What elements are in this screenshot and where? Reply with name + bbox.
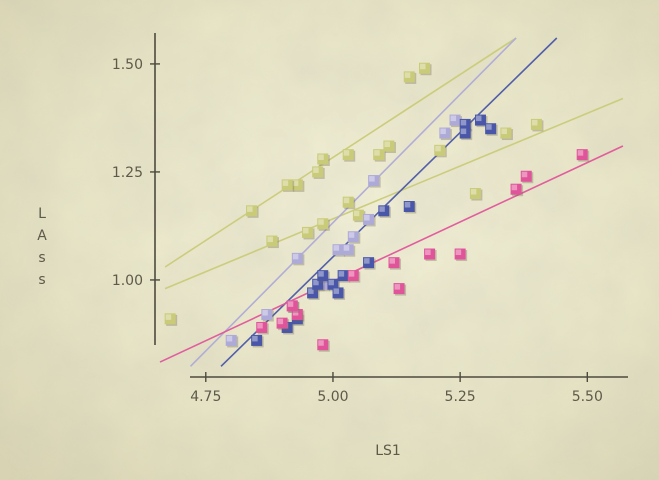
y-tick-label: 1.00 [112, 273, 143, 289]
fit-line [220, 37, 558, 367]
data-point [281, 179, 295, 192]
data-point [332, 287, 346, 300]
data-point [342, 149, 356, 162]
data-point [485, 123, 498, 136]
data-point [352, 209, 366, 223]
data-point [373, 149, 386, 162]
data-point [403, 201, 417, 214]
data-point [459, 127, 473, 141]
y-tick-label: 1.50 [112, 57, 143, 73]
data-point [530, 118, 544, 132]
data-point [276, 317, 290, 331]
data-point [347, 270, 361, 283]
data-point [251, 334, 264, 348]
axes [150, 33, 628, 382]
data-point [342, 196, 356, 210]
data-point [393, 283, 407, 296]
data-point [312, 278, 325, 292]
data-point [337, 270, 351, 283]
data-point [317, 218, 330, 231]
data-point [454, 248, 468, 262]
data-point [500, 127, 513, 141]
data-points [164, 62, 590, 352]
data-point [368, 175, 381, 188]
data-point [383, 140, 396, 154]
data-point [302, 226, 315, 240]
data-point [439, 127, 452, 141]
fit-line [164, 97, 624, 290]
data-point [256, 321, 269, 335]
data-point [434, 144, 447, 158]
data-point [317, 339, 330, 352]
data-point [317, 270, 330, 283]
data-point [342, 244, 356, 257]
data-point [291, 309, 305, 322]
data-point [424, 248, 437, 262]
x-axis-title: LS1 [375, 443, 401, 459]
data-point [363, 257, 376, 270]
y-tick-label: 1.25 [112, 165, 143, 181]
data-point [378, 205, 391, 218]
data-point [261, 309, 274, 322]
data-point [363, 213, 376, 227]
data-point [286, 300, 300, 313]
x-tick-label: 5.00 [317, 389, 348, 405]
x-tick-label: 5.50 [572, 389, 603, 405]
data-point [327, 278, 340, 292]
data-point [317, 153, 330, 166]
data-point [266, 235, 279, 249]
data-point [307, 287, 320, 300]
data-point [459, 118, 473, 132]
data-point [576, 149, 590, 162]
series-0-points [164, 62, 544, 326]
data-point [347, 231, 361, 244]
data-point [291, 252, 305, 266]
data-point [520, 170, 534, 184]
x-tick-label: 5.25 [445, 389, 476, 405]
data-point [403, 71, 417, 84]
series-4-points [256, 149, 590, 352]
data-point [510, 183, 524, 197]
data-point [419, 62, 432, 76]
fit-line [164, 37, 517, 268]
x-tick-label: 4.75 [190, 389, 221, 405]
fit-line [159, 145, 624, 363]
data-point [388, 257, 401, 270]
data-point [246, 205, 259, 218]
data-point [312, 166, 325, 179]
data-point [474, 114, 488, 128]
data-point [225, 334, 239, 348]
data-point [164, 313, 178, 326]
data-point [469, 188, 483, 201]
data-point [332, 244, 346, 257]
data-point [291, 179, 305, 192]
data-point [449, 114, 463, 128]
